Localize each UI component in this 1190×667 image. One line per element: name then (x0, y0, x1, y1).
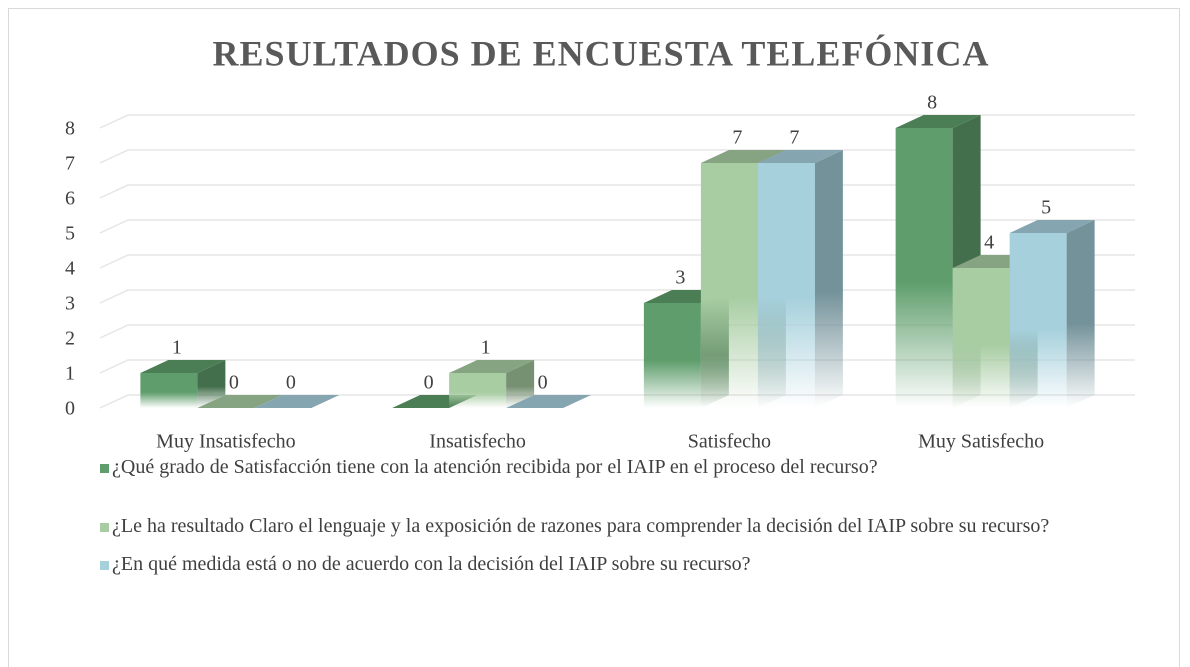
y-tick-label: 3 (65, 293, 75, 315)
bar-front (952, 268, 1010, 408)
y-tick-label: 2 (65, 328, 75, 350)
data-label: 7 (732, 127, 742, 149)
bar-side (814, 150, 843, 408)
data-label: 0 (538, 372, 548, 394)
y-tick-label: 5 (65, 223, 75, 245)
data-label: 0 (424, 372, 434, 394)
data-label: 0 (229, 372, 239, 394)
bar-side (197, 360, 226, 408)
y-tick-label: 7 (65, 153, 75, 175)
legend-label: ¿Qué grado de Satisfacción tiene con la … (112, 456, 878, 478)
legend: ¿Qué grado de Satisfacción tiene con la … (100, 455, 1100, 611)
data-label: 5 (1041, 197, 1051, 219)
legend-item: ¿En qué medida está o no de acuerdo con … (100, 552, 1100, 576)
data-label: 3 (675, 267, 685, 289)
legend-item: ¿Qué grado de Satisfacción tiene con la … (100, 455, 1100, 479)
grid-line (99, 114, 1135, 129)
legend-label: ¿En qué medida está o no de acuerdo con … (112, 553, 751, 575)
x-tick-label: Muy Insatisfecho (156, 431, 295, 453)
x-tick-label: Muy Satisfecho (918, 431, 1044, 453)
y-tick-label: 4 (65, 258, 75, 280)
legend-swatch (100, 523, 109, 532)
bar-front (449, 373, 507, 408)
y-tick-label: 1 (65, 363, 75, 385)
bar-side (1066, 220, 1095, 408)
data-label: 4 (984, 232, 994, 254)
bar-front (757, 163, 815, 408)
bar-top (1009, 220, 1095, 233)
bar-front (1009, 233, 1067, 408)
bar (449, 360, 535, 408)
legend-item: ¿Le ha resultado Claro el lenguaje y la … (100, 514, 1100, 538)
chart-frame (8, 8, 1180, 667)
chart: RESULTADOS DE ENCUESTA TELEFÓNICA 0 1 2 3 4 5… (65, 33, 1135, 453)
bar-top (757, 150, 843, 163)
bar-front (140, 373, 198, 408)
bar-top (254, 395, 340, 408)
data-label: 7 (789, 127, 799, 149)
legend-swatch (100, 464, 109, 473)
bar-top (506, 395, 592, 408)
data-label: 8 (927, 92, 937, 114)
data-label: 1 (481, 337, 491, 359)
bar-top (197, 395, 283, 408)
chart-title: RESULTADOS DE ENCUESTA TELEFÓNICA (213, 33, 990, 73)
bar-top (895, 115, 981, 128)
bar-front (643, 303, 701, 408)
bar-top (449, 360, 535, 373)
x-tick-label: Satisfecho (688, 431, 771, 453)
bar-top (140, 360, 226, 373)
legend-label: ¿Le ha resultado Claro el lenguaje y la … (112, 515, 1050, 537)
legend-swatch (100, 561, 109, 570)
bar-front (700, 163, 758, 408)
x-tick-label: Insatisfecho (429, 431, 526, 453)
bar-top (700, 150, 786, 163)
data-label: 1 (172, 337, 182, 359)
y-tick-label: 8 (65, 118, 75, 140)
y-tick-label: 0 (65, 398, 75, 420)
bar-side (506, 360, 535, 408)
bar-front (895, 128, 953, 408)
data-label: 0 (286, 372, 296, 394)
bar (140, 360, 226, 408)
bar (506, 395, 592, 408)
bar (1009, 220, 1095, 408)
bar (197, 395, 283, 408)
y-tick-label: 6 (65, 188, 75, 210)
bar (757, 150, 843, 408)
bar (254, 395, 340, 408)
